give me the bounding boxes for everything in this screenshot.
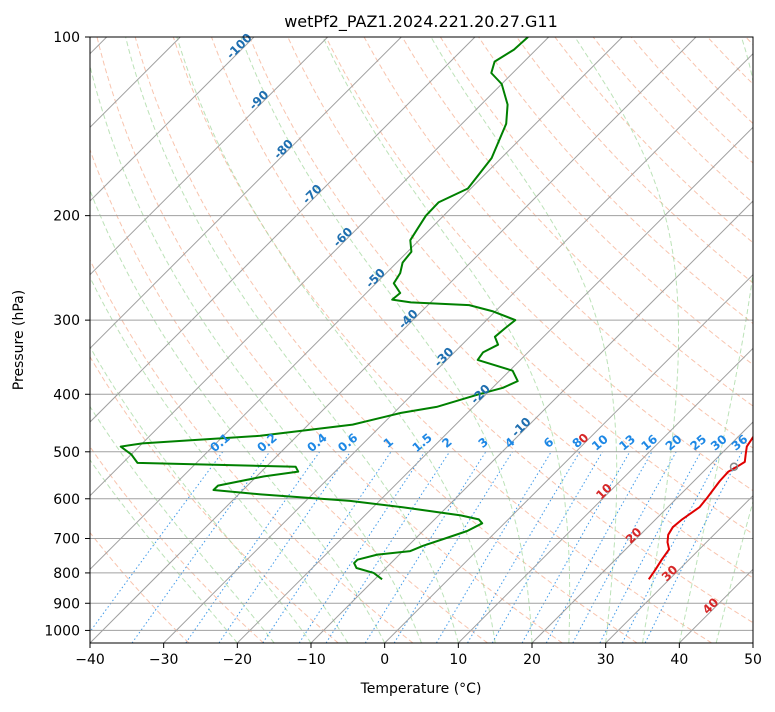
isotherm-line <box>385 37 775 643</box>
x-tick-label: 10 <box>449 652 467 668</box>
moist-adiabat <box>177 37 495 643</box>
mixing-ratio-line <box>573 452 676 643</box>
moist-adiabat <box>323 37 570 643</box>
isotherm-label: -10 <box>509 415 534 440</box>
moist-adiabat <box>18 37 348 643</box>
x-tick-label: −10 <box>296 652 326 668</box>
dry-adiabat <box>517 37 775 643</box>
x-tick-label: 40 <box>670 652 688 668</box>
mixing-ratio-line <box>326 452 450 643</box>
dry-adiabat <box>364 37 775 643</box>
mixing-ratio-line <box>436 452 551 643</box>
mixing-ratio-line <box>82 452 223 643</box>
isotherm-line <box>679 37 775 643</box>
dry-adiabat <box>555 37 775 643</box>
y-axis-label: Pressure (hPa) <box>11 290 27 390</box>
mixing-ratio-label: 0.6 <box>335 431 360 455</box>
dry-adiabat <box>0 37 338 643</box>
moist-adiabat <box>241 37 532 643</box>
mixing-ratio-label: 25 <box>687 432 709 453</box>
dry-adiabat <box>59 37 488 643</box>
isotherm-line <box>237 37 775 643</box>
y-tick-label: 1000 <box>44 623 80 639</box>
mixing-ratio-label: 16 <box>638 432 660 453</box>
mixing-ratio-label: 3 <box>476 435 491 451</box>
isotherm-line <box>311 37 775 643</box>
mixing-ratio-label: 30 <box>708 432 730 453</box>
x-tick-label: 20 <box>523 652 541 668</box>
dry-adiabat <box>21 37 413 643</box>
moist-adiabat <box>0 37 274 643</box>
y-axis-ticks: 100 200 300 400 500 600 700 800 900 1000 <box>44 30 90 639</box>
dry-adiabat <box>479 37 775 643</box>
mixing-ratio-line <box>600 452 701 643</box>
dry-adiabat <box>440 37 775 643</box>
isotherm-label: -70 <box>300 182 325 207</box>
isotherm-label: -100 <box>224 31 255 62</box>
x-tick-label: −30 <box>149 652 179 668</box>
plot-frame <box>90 37 753 643</box>
dry-adiabat <box>212 37 775 643</box>
isotherm-label: -80 <box>271 137 296 162</box>
isotherm-label: -50 <box>363 266 388 291</box>
dry-adiabat <box>669 37 775 643</box>
moist-adiabat <box>84 37 422 643</box>
isotherm-label: -30 <box>431 345 456 370</box>
x-tick-label: 30 <box>597 652 615 668</box>
y-tick-label: 500 <box>53 445 80 461</box>
isotherm-line <box>458 37 775 643</box>
mixing-ratio-label: 13 <box>616 432 638 453</box>
isotherm-label: -90 <box>246 88 271 113</box>
warm-isotherm-label: 40 <box>700 595 722 617</box>
x-tick-label: 0 <box>380 652 389 668</box>
x-axis-ticks: −40 −30 −20 −10 0 10 20 30 40 50 <box>75 643 762 668</box>
isotherm-line <box>606 37 775 643</box>
background-lines <box>0 37 775 643</box>
isotherm-label: -60 <box>330 225 355 250</box>
isotherm-line <box>0 37 328 643</box>
isotherm-label: -40 <box>396 307 421 332</box>
y-tick-label: 600 <box>53 492 80 508</box>
grid-lines <box>0 37 775 643</box>
x-axis-label: Temperature (°C) <box>360 681 482 697</box>
mixing-ratio-line <box>468 452 580 643</box>
chart-title: wetPf2_PAZ1.2024.221.20.27.G11 <box>284 12 558 32</box>
mixing-ratio-label: 1 <box>381 435 396 451</box>
x-tick-label: −20 <box>223 652 253 668</box>
moist-adiabat <box>0 37 311 643</box>
isotherm-line <box>16 37 622 643</box>
mixing-ratio-label: 6 <box>541 435 556 451</box>
dry-adiabat <box>0 37 189 643</box>
warm-isotherm-label: 30 <box>659 562 681 584</box>
y-tick-label: 200 <box>53 209 80 225</box>
mixing-ratio-label: 0.1 <box>207 431 232 455</box>
y-tick-label: 300 <box>53 313 80 329</box>
temperature-profile <box>649 37 775 579</box>
y-tick-label: 700 <box>53 532 80 548</box>
isotherm-line <box>0 37 254 643</box>
y-tick-label: 400 <box>53 387 80 403</box>
isotherm-line <box>753 37 775 643</box>
moist-adiabat <box>716 37 775 643</box>
isotherm-line <box>0 37 401 643</box>
moist-adiabat <box>679 37 761 643</box>
dry-adiabat <box>593 37 775 643</box>
y-tick-label: 900 <box>53 596 80 612</box>
moist-adiabat <box>575 37 679 643</box>
x-tick-label: 50 <box>744 652 762 668</box>
x-tick-label: −40 <box>75 652 105 668</box>
dry-adiabat <box>0 37 264 643</box>
isotherm-label: -20 <box>468 382 493 407</box>
dry-adiabat <box>746 37 775 643</box>
dry-adiabat <box>708 37 775 643</box>
moist-adiabat <box>0 37 237 643</box>
mixing-ratio-label: 0.4 <box>304 431 329 455</box>
y-tick-label: 100 <box>53 30 80 46</box>
y-tick-label: 800 <box>53 566 80 582</box>
